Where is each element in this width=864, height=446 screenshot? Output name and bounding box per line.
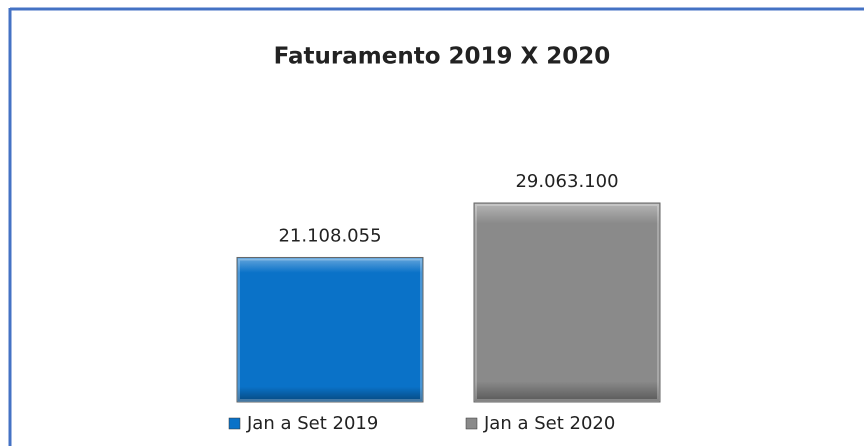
legend-label: Jan a Set 2019 xyxy=(246,413,378,434)
bar-bevel xyxy=(236,256,424,403)
bar-bevel xyxy=(473,202,661,403)
data-label: 29.063.100 xyxy=(515,171,618,192)
legend-swatch xyxy=(228,417,241,430)
chart-title: Faturamento 2019 X 2020 xyxy=(274,44,611,70)
legend-swatch xyxy=(465,417,478,430)
data-label: 21.108.055 xyxy=(278,225,381,246)
legend-label: Jan a Set 2020 xyxy=(483,413,615,434)
